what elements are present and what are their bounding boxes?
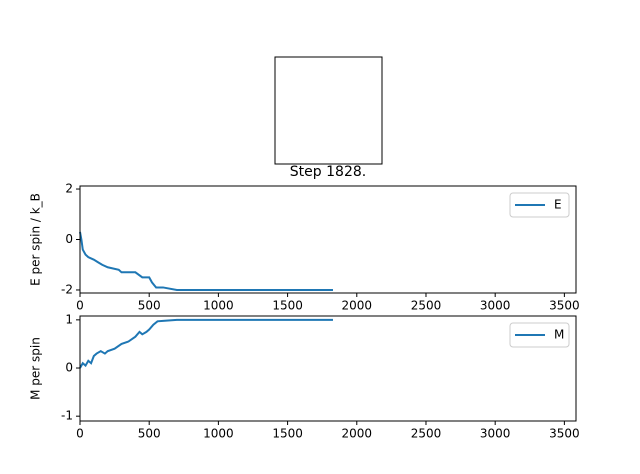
image-frame [274, 56, 383, 165]
y-tick-label: -2 [61, 282, 73, 296]
x-tick-label: 3500 [549, 299, 580, 313]
y-tick-label: 0 [65, 361, 73, 375]
axes-frame [79, 185, 577, 294]
x-tick-label: 0 [76, 427, 84, 441]
x-tick-label: 2000 [342, 427, 373, 441]
y-tick-label: -1 [61, 409, 73, 423]
x-tick-label: 1000 [203, 427, 234, 441]
x-tick-label: 1000 [203, 299, 234, 313]
x-tick-label: 2500 [411, 427, 442, 441]
y-tick-label: 0 [65, 232, 73, 246]
data-line [79, 318, 333, 369]
legend-label: E [554, 198, 562, 212]
image-title: Step 1828. [290, 164, 366, 180]
x-tick-label: 3000 [480, 427, 511, 441]
x-tick-label: 0 [76, 299, 84, 313]
legend-label: M [554, 328, 564, 342]
x-tick-label: 2000 [342, 299, 373, 313]
axes-frame [79, 315, 577, 422]
x-tick-label: 3000 [480, 299, 511, 313]
x-tick-label: 2500 [411, 299, 442, 313]
x-tick-label: 1500 [272, 299, 303, 313]
y-axis-label: E per spin / k_B [29, 193, 43, 286]
x-tick-label: 500 [138, 427, 161, 441]
x-tick-label: 1500 [272, 427, 303, 441]
y-tick-label: 2 [65, 182, 73, 196]
x-tick-label: 500 [138, 299, 161, 313]
x-tick-label: 3500 [549, 427, 580, 441]
data-line [79, 231, 333, 291]
y-tick-label: 1 [65, 312, 73, 326]
y-axis-label: M per spin [29, 337, 43, 400]
